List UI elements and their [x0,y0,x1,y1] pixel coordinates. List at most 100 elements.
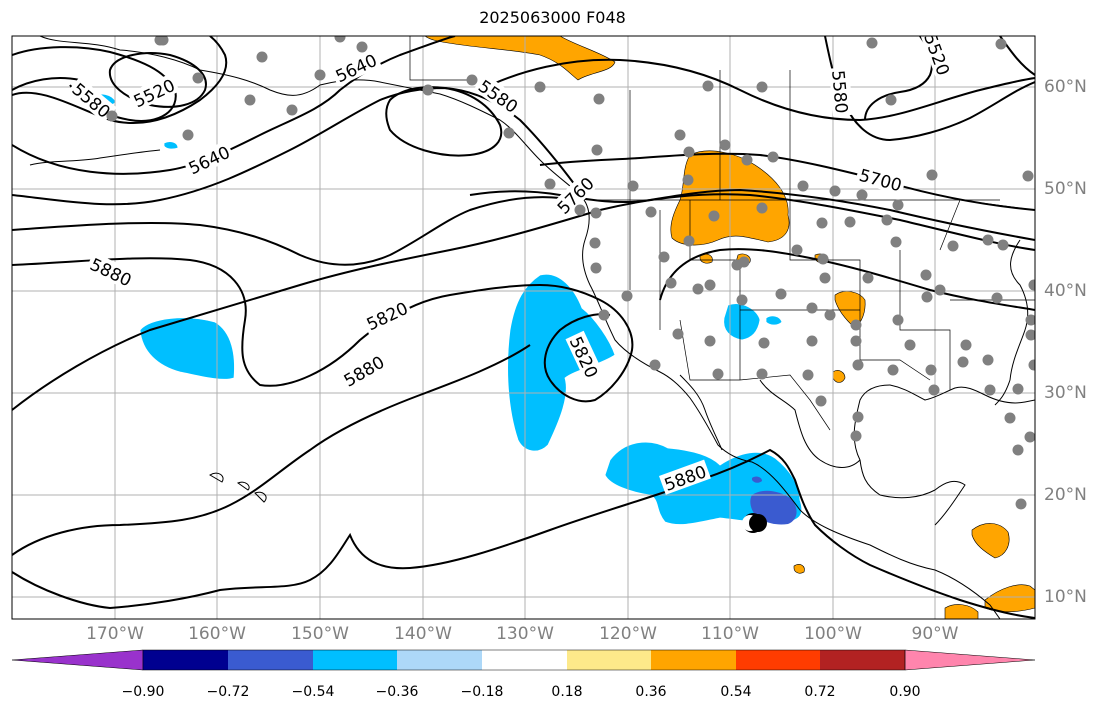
station-dot-icon [850,319,862,331]
station-dot-icon [995,38,1007,50]
station-dot-icon [544,178,556,190]
station-dot-icon [957,356,969,368]
station-dot-icon [598,309,610,321]
station-dot-icon [738,256,750,268]
station-dot-icon [819,272,831,284]
station-dot-icon [649,359,661,371]
station-dot-icon [806,302,818,314]
strong-negative-anomaly-small [752,476,762,483]
map-frame [11,35,1036,620]
station-dot-icon [736,294,748,306]
station-dot-icon [881,214,893,226]
station-dot-icon [683,146,695,158]
station-dot-icon [590,207,602,219]
station-dot-icon [887,364,899,376]
station-dot-icon [947,240,959,252]
colorbar-segment [651,650,736,670]
station-dot-icon [672,328,684,340]
station-dot-icon [1022,170,1034,182]
colorbar-tick-label: −0.54 [291,684,335,700]
station-dots [106,36,1035,510]
coastlines [29,36,1035,619]
station-dot-icon [892,314,904,326]
lat-label: 60°N [1044,77,1087,97]
station-dot-icon [756,368,768,380]
station-dot-icon [829,185,841,197]
station-dot-icon [503,127,515,139]
colorbar-tick-label: −0.36 [375,684,419,700]
station-dot-icon [589,237,601,249]
lon-label: 170°W [86,624,144,644]
station-dot-icon [645,206,657,218]
station-dot-icon [286,104,298,116]
colorbar-tick-label: 0.18 [551,684,583,700]
lat-lon-grid [12,36,1035,619]
station-dot-icon [920,269,932,281]
station-dot-icon [593,93,605,105]
station-dot-icon [928,384,940,396]
lon-label: 150°W [291,624,349,644]
station-dot-icon [921,291,933,303]
station-dot-icon [466,74,478,86]
station-dot-icon [157,36,169,46]
station-dot-icon [719,139,731,151]
lon-label: 160°W [188,624,246,644]
station-dot-icon [192,72,204,84]
station-dot-icon [756,81,768,93]
positive-anomaly-area-central-america [971,523,1010,559]
station-dot-icon [1025,329,1035,341]
station-dot-icon [1012,383,1024,395]
station-dot-icon [1025,314,1035,326]
station-dot-icon [885,94,897,106]
station-dot-icon [314,69,326,81]
station-dot-icon [802,369,814,381]
negative-anomaly-area-california-coast [507,273,616,452]
station-dot-icon [934,284,946,296]
station-dot-icon [712,368,724,380]
station-dot-icon [904,339,916,351]
negative-anomaly-area-alaska-small [163,141,179,150]
station-dot-icon [1028,279,1035,291]
station-dot-icon [674,129,686,141]
colorbar-max-extension [904,649,1036,671]
station-dot-icon [658,251,670,263]
lon-label: 90°W [911,624,959,644]
station-dot-icon [741,154,753,166]
station-dot-icon [704,335,716,347]
station-dot-icon [991,292,1003,304]
station-dot-icon [806,335,818,347]
colorbar-segment [313,650,397,670]
colorbar-tick-label: 0.54 [720,684,752,700]
lat-label: 10°N [1044,587,1087,607]
station-dot-icon [627,180,639,192]
colorbar-tick-label: 0.36 [635,684,667,700]
station-dot-icon [692,283,704,295]
station-dot-icon [892,199,904,211]
positive-anomaly-area-texas [832,370,846,383]
station-dot-icon [590,262,602,274]
colorbar [11,649,1036,671]
station-dot-icon [106,110,118,122]
negative-anomaly-area-arizona [723,303,761,341]
lon-label: 110°W [701,624,759,644]
colorbar-min-extension [11,649,144,671]
station-dot-icon [534,81,546,93]
station-dot-icon [850,335,862,347]
colorbar-segment [143,650,228,670]
height-contours [12,36,1035,619]
station-dot-icon [856,189,868,201]
station-dot-icon [926,169,938,181]
lon-label: 100°W [804,624,862,644]
negative-anomaly-area-arizona-small [765,315,783,326]
lat-label: 20°N [1044,485,1087,505]
contour-label: 5580 [827,69,851,114]
station-dot-icon [422,84,434,96]
station-dot-icon [1004,412,1016,424]
station-dot-icon [1015,498,1027,510]
station-dot-icon [356,41,368,53]
station-dot-icon [1024,431,1035,443]
lon-label: 120°W [599,624,657,644]
station-dot-icon [683,235,695,247]
station-dot-icon [797,180,809,192]
